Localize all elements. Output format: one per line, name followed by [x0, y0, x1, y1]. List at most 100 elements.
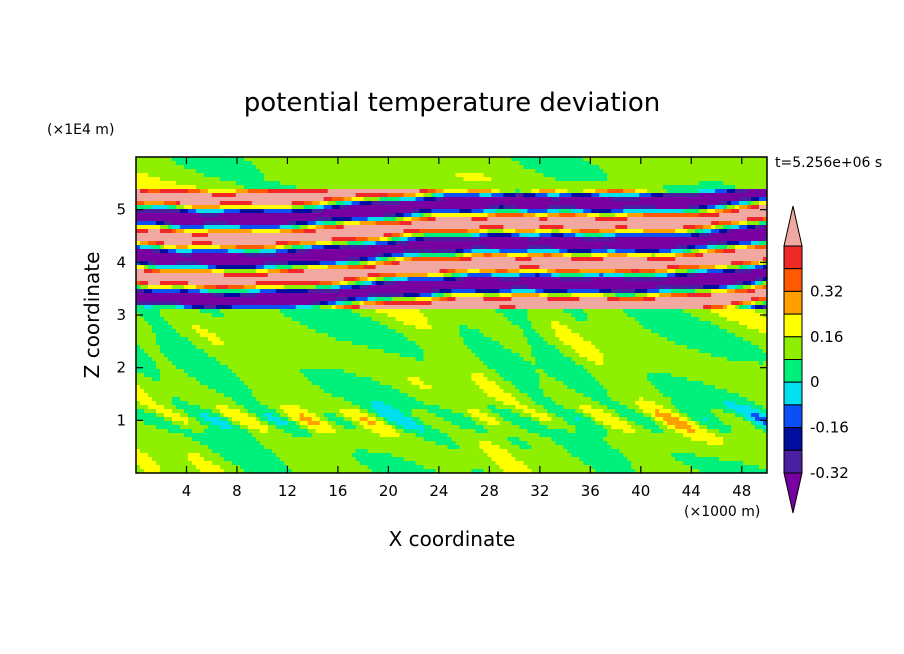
field-cell — [247, 261, 253, 266]
field-cell — [671, 161, 676, 166]
field-cell — [427, 229, 433, 234]
field-cell — [379, 197, 385, 202]
field-cell — [411, 237, 417, 242]
field-cell — [347, 157, 353, 162]
field-cell — [711, 233, 716, 238]
field-cell — [735, 253, 740, 258]
field-cell — [707, 173, 712, 178]
field-cell — [211, 213, 217, 218]
field-cell — [651, 269, 656, 274]
field-cell — [735, 277, 740, 282]
field-cell — [339, 269, 345, 274]
field-cell — [527, 273, 532, 278]
field-cell — [487, 237, 493, 242]
field-cell — [331, 281, 337, 286]
field-cell — [463, 173, 469, 178]
field-cell — [751, 213, 756, 218]
field-cell — [371, 197, 377, 202]
field-cell — [535, 253, 540, 258]
field-cell — [659, 189, 664, 194]
field-cell — [511, 193, 516, 198]
field-cell — [375, 217, 381, 222]
field-cell — [607, 217, 612, 222]
field-cell — [259, 253, 265, 258]
field-cell — [371, 273, 377, 278]
field-cell — [383, 229, 389, 234]
field-cell — [627, 209, 632, 214]
field-cell — [307, 225, 313, 230]
field-cell — [731, 253, 736, 258]
field-cell — [595, 189, 600, 194]
field-cell — [667, 257, 672, 262]
field-cell — [139, 277, 145, 282]
field-cell — [571, 229, 576, 234]
field-cell — [227, 217, 233, 222]
field-cell — [487, 241, 493, 246]
field-cell — [359, 165, 365, 170]
field-cell — [163, 169, 169, 174]
field-cell — [143, 181, 149, 186]
field-cell — [139, 213, 145, 218]
field-cell — [411, 273, 417, 278]
field-cell — [531, 181, 536, 186]
field-cell — [411, 177, 417, 182]
field-cell — [455, 169, 461, 174]
field-cell — [655, 265, 660, 270]
field-cell — [363, 253, 369, 258]
field-cell — [687, 233, 692, 238]
field-cell — [579, 261, 584, 266]
field-cell — [211, 277, 217, 282]
field-cell — [499, 237, 505, 242]
field-cell — [627, 261, 632, 266]
field-cell — [435, 229, 441, 234]
field-cell — [611, 277, 616, 282]
field-cell — [383, 237, 389, 242]
field-cell — [155, 217, 161, 222]
field-cell — [299, 157, 305, 162]
field-cell — [419, 205, 425, 210]
field-cell — [163, 193, 169, 198]
field-cell — [251, 217, 257, 222]
field-cell — [615, 241, 620, 246]
field-cell — [551, 257, 556, 262]
field-cell — [235, 209, 241, 214]
field-cell — [179, 201, 185, 206]
field-cell — [275, 249, 281, 254]
field-cell — [447, 193, 453, 198]
field-cell — [447, 281, 453, 286]
field-cell — [167, 277, 173, 282]
field-cell — [199, 181, 205, 186]
field-cell — [339, 261, 345, 266]
field-cell — [339, 165, 345, 170]
field-cell — [751, 225, 756, 230]
field-cell — [503, 245, 509, 250]
field-cell — [607, 261, 612, 266]
field-cell — [659, 273, 664, 278]
field-cell — [459, 205, 465, 210]
field-cell — [343, 237, 349, 242]
field-cell — [627, 253, 632, 258]
field-cell — [671, 225, 676, 230]
field-cell — [283, 173, 289, 178]
field-cell — [551, 265, 556, 270]
field-cell — [663, 217, 668, 222]
field-cell — [175, 161, 181, 166]
field-cell — [691, 157, 696, 162]
field-cell — [211, 221, 217, 226]
field-cell — [499, 225, 505, 230]
field-cell — [675, 225, 680, 230]
field-cell — [335, 269, 341, 274]
field-cell — [479, 281, 485, 286]
field-cell — [635, 265, 640, 270]
field-cell — [551, 245, 556, 250]
field-cell — [675, 197, 680, 202]
field-cell — [487, 197, 493, 202]
field-cell — [575, 233, 580, 238]
field-cell — [731, 197, 736, 202]
field-cell — [391, 217, 397, 222]
field-cell — [691, 225, 696, 230]
field-cell — [615, 233, 620, 238]
field-cell — [699, 213, 704, 218]
field-cell — [367, 165, 373, 170]
field-cell — [327, 261, 333, 266]
